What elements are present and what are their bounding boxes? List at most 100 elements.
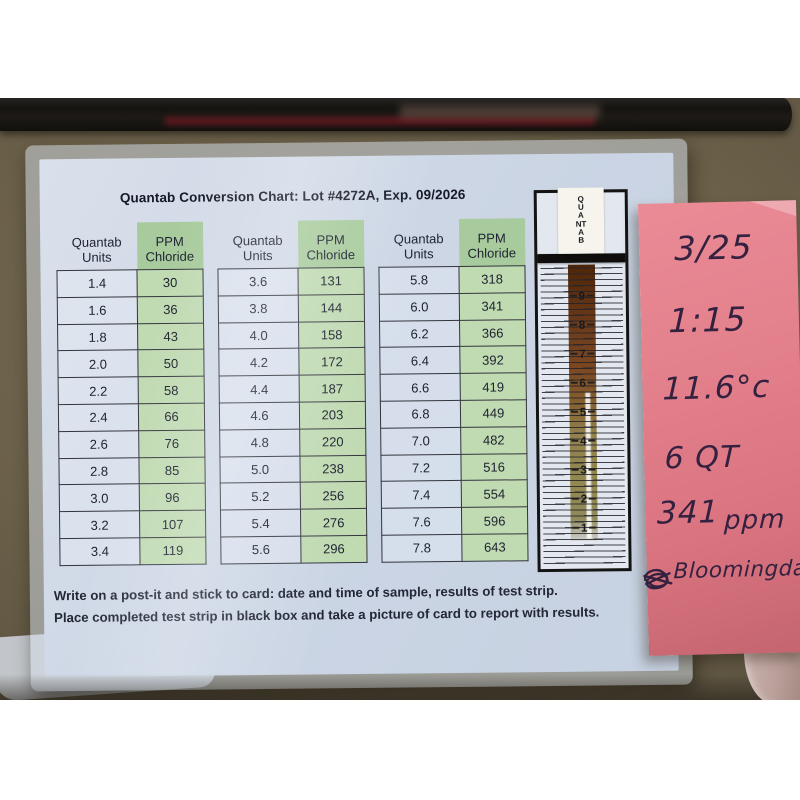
ppm-chloride-value: 158 — [298, 321, 365, 349]
table-row: 2.0 50 — [57, 349, 205, 378]
col-header-ppm: PPM Chloride — [458, 218, 525, 267]
scale-label: 1 — [540, 522, 628, 535]
ppm-chloride-value: 36 — [137, 295, 204, 324]
table-row: 2.8 85 — [58, 456, 206, 486]
table-row: 6.4 392 — [379, 346, 527, 375]
scale-label: 3 — [540, 464, 628, 477]
table-row: 5.4 276 — [220, 508, 367, 537]
ppm-chloride-value: 203 — [299, 401, 366, 429]
quantab-units-value: 5.4 — [220, 509, 301, 537]
table-row: 7.2 516 — [380, 453, 528, 482]
sample-temperature: 11.6°c — [662, 368, 771, 408]
sample-location: Bloomingdale — [673, 555, 800, 585]
scale-label: 9 — [538, 290, 626, 303]
quantab-units-value: 4.4 — [219, 375, 300, 403]
letterbox-bottom — [0, 700, 800, 800]
ppm-chloride-value: 482 — [460, 426, 527, 455]
ppm-chloride-value: 318 — [458, 265, 526, 294]
quantab-units-value: 6.6 — [380, 373, 461, 402]
quantab-units-value: 1.4 — [56, 269, 138, 298]
quantab-units-value: 7.4 — [381, 480, 462, 509]
instructions: Write on a post-it and stick to card: da… — [54, 579, 666, 629]
conversion-table-1: Quantab Units PPM Chloride 1.4 30 1.6 36 1… — [56, 221, 207, 566]
ppm-chloride-value: 144 — [298, 294, 365, 322]
col-header-units: Quantab Units — [232, 232, 283, 264]
table-row: 2.4 66 — [58, 403, 205, 432]
ppm-chloride-value: 43 — [137, 322, 204, 351]
ppm-chloride-value: 96 — [139, 483, 206, 511]
bar-red-reflection — [165, 117, 595, 125]
conversion-chart-card: Quantab Conversion Chart: Lot #4272A, Ex… — [39, 152, 679, 678]
laminated-pouch: Quantab Conversion Chart: Lot #4272A, Ex… — [25, 138, 693, 692]
table-row: 3.6 131 — [217, 267, 365, 296]
ppm-chloride-value: 419 — [460, 372, 527, 401]
header-row: Quantab Units PPM Chloride — [378, 218, 525, 267]
table-row: 6.8 449 — [380, 399, 527, 429]
quantab-units-value: 3.0 — [59, 484, 140, 512]
quantab-brand-label: QUANTAB — [575, 194, 587, 245]
strip-black-band — [537, 253, 626, 264]
quantab-units-value: 3.8 — [218, 294, 299, 323]
sample-quantity: 6 QT — [664, 439, 740, 477]
ppm-chloride-value: 296 — [300, 535, 368, 563]
quantab-units-value: 7.2 — [380, 454, 462, 482]
ppm-chloride-value: 85 — [138, 456, 206, 485]
test-strip-box: QUANTAB 9 8 7 6 5 4 3 2 1 — [533, 187, 632, 573]
table-row: 2.6 76 — [58, 429, 205, 459]
quantab-units-value: 3.4 — [59, 537, 141, 566]
conversion-table-3: Quantab Units PPM Chloride 5.8 318 6.0 341… — [378, 218, 529, 563]
table-row: 4.4 187 — [219, 374, 366, 403]
table-row: 7.8 643 — [381, 533, 529, 563]
sample-result: 341 ppm — [656, 494, 786, 537]
ppm-chloride-value: 30 — [136, 269, 204, 297]
ppm-chloride-value: 131 — [297, 267, 365, 295]
col-header-ppm: PPM Chloride — [136, 221, 203, 270]
ppm-chloride-value: 341 — [459, 292, 526, 321]
scale-label: 4 — [539, 435, 627, 448]
quantab-units-value: 2.6 — [58, 430, 139, 459]
table-row: 4.2 172 — [218, 347, 366, 377]
bar-gloss-highlight — [0, 98, 792, 108]
quantab-strip-tab: QUANTAB — [557, 187, 605, 254]
table-row: 5.2 256 — [220, 481, 367, 511]
quantab-units-value: 2.2 — [58, 376, 139, 405]
post-it-note: 3/25 1:15 11.6°c 6 QT 341 ppm Bloomingdal… — [638, 200, 800, 656]
quantab-units-value: 5.6 — [220, 536, 302, 564]
table-row: 2.2 58 — [58, 376, 205, 405]
quantab-units-value: 6.2 — [379, 320, 460, 348]
table-row: 3.2 107 — [59, 510, 206, 539]
table-row: 3.8 144 — [218, 294, 365, 323]
col-header-units: Quantab Units — [393, 231, 444, 262]
table-row: 1.8 43 — [57, 322, 204, 352]
scale-label: 2 — [540, 493, 628, 506]
scribble-mark — [643, 568, 673, 590]
ppm-chloride-value: 187 — [299, 374, 366, 403]
scale-label: 7 — [538, 348, 626, 361]
col-header-ppm: PPM Chloride — [297, 219, 364, 269]
ppm-chloride-value: 554 — [461, 480, 528, 508]
quantab-units-value: 5.0 — [219, 455, 301, 484]
bar-skin-reflection — [400, 105, 600, 118]
ppm-chloride-value: 276 — [300, 508, 367, 537]
scale-label: 6 — [539, 377, 627, 390]
quantab-units-value: 2.8 — [58, 457, 140, 486]
quantab-units-value: 1.6 — [57, 296, 138, 325]
sample-date: 3/25 — [674, 227, 754, 269]
table-row: 3.4 119 — [59, 537, 207, 566]
table-row: 1.6 36 — [57, 295, 204, 325]
table-row: 7.4 554 — [381, 480, 528, 509]
quantab-units-value: 3.2 — [59, 510, 140, 539]
post-it-handwriting: 3/25 1:15 11.6°c 6 QT 341 ppm Bloomingdal… — [637, 200, 800, 656]
ppm-chloride-value: 516 — [460, 453, 528, 481]
ppm-chloride-value: 107 — [139, 510, 206, 538]
table-row: 6.6 419 — [380, 372, 527, 402]
letterbox-top — [0, 0, 800, 98]
col-header-units: Quantab Units — [71, 234, 122, 265]
quantab-units-value: 4.6 — [219, 402, 300, 430]
ppm-chloride-value: 119 — [139, 537, 207, 565]
table-row: 5.6 296 — [220, 535, 368, 564]
table-row: 6.0 341 — [379, 292, 526, 321]
conversion-table-2: Quantab Units PPM Chloride 3.6 131 3.8 144… — [217, 219, 368, 564]
ppm-chloride-value: 392 — [459, 346, 527, 374]
quantab-units-value: 5.2 — [220, 482, 301, 511]
